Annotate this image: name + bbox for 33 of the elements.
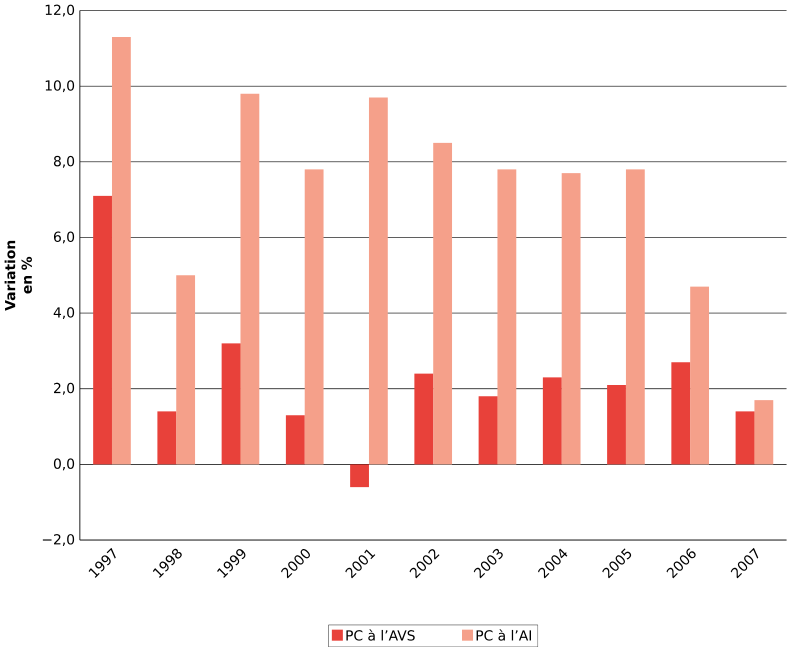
y-tick-label: 4,0 (54, 307, 74, 319)
bar (497, 169, 516, 464)
bar (368, 97, 388, 464)
bar (433, 142, 452, 464)
bar (626, 169, 645, 464)
bar (607, 384, 626, 464)
y-tick-label: 6,0 (54, 231, 74, 244)
bar (671, 362, 690, 464)
bar (736, 411, 754, 464)
bar (240, 94, 260, 464)
bar (112, 36, 131, 464)
bar (304, 169, 324, 464)
y-tick-label: 0,0 (54, 458, 74, 470)
y-axis-title: Variation en % (4, 240, 32, 311)
y-tick-label: 10,0 (46, 80, 74, 92)
bar (478, 396, 498, 464)
legend-label: PC à l’AI (476, 629, 531, 641)
bar (542, 377, 562, 464)
bar (562, 173, 581, 464)
y-tick-label: 12,0 (46, 4, 74, 16)
bar (754, 400, 774, 464)
legend-label: PC à l’AVS (346, 629, 415, 641)
bar (176, 275, 196, 464)
bar (690, 286, 710, 464)
y-tick-label: 2,0 (54, 382, 74, 395)
bar (350, 464, 369, 487)
y-tick-label: 8,0 (54, 156, 74, 168)
bar (286, 415, 305, 464)
bar (157, 411, 176, 464)
bar (414, 374, 434, 464)
bar (93, 196, 112, 464)
bar (222, 343, 240, 464)
y-tick-label: −2,0 (42, 534, 74, 546)
